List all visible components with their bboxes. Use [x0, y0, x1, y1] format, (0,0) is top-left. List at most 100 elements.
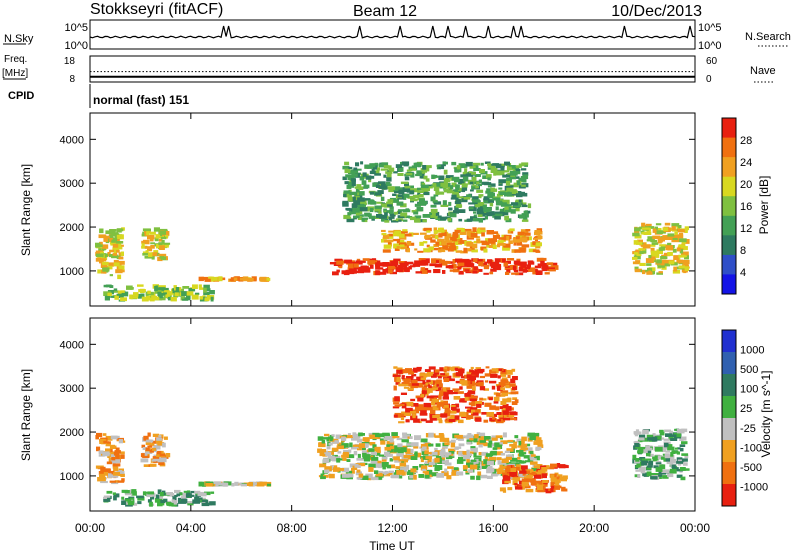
heatmap-cell	[439, 450, 446, 456]
heatmap-cell	[113, 288, 118, 291]
heatmap-cell	[111, 457, 116, 461]
heatmap-cell	[104, 295, 110, 301]
heatmap-cell	[430, 380, 439, 384]
heatmap-cell	[500, 165, 505, 171]
heatmap-cell	[130, 497, 134, 502]
heatmap-cell	[495, 384, 500, 387]
heatmap-cell	[681, 441, 688, 445]
heatmap-cell	[484, 215, 488, 220]
heatmap-cell	[471, 186, 476, 189]
heatmap-cell	[481, 452, 487, 455]
heatmap-cell	[478, 444, 483, 448]
heatmap-cell	[667, 446, 675, 451]
heatmap-cell	[114, 295, 119, 300]
heatmap-cell	[480, 162, 484, 166]
heatmap-cell	[400, 244, 405, 247]
heatmap-cell	[478, 465, 482, 470]
heatmap-cell	[492, 234, 501, 239]
colorbar-tick: 20	[740, 179, 752, 191]
heatmap-cell	[421, 468, 426, 471]
heatmap-cell	[510, 202, 519, 206]
heatmap-cell	[410, 448, 414, 454]
heatmap-cell	[358, 473, 364, 478]
heatmap-cell	[332, 467, 340, 472]
heatmap-cell	[662, 453, 667, 457]
heatmap-cell	[529, 450, 534, 455]
heatmap-cell	[650, 250, 658, 256]
heatmap-cell	[148, 492, 156, 497]
heatmap-cell	[402, 193, 410, 198]
heatmap-cell	[121, 500, 127, 505]
heatmap-cell	[96, 432, 103, 438]
colorbar-swatch	[722, 118, 736, 139]
heatmap-cell	[112, 237, 118, 242]
heatmap-cell	[521, 468, 526, 473]
heatmap-cell	[482, 175, 490, 179]
heatmap-cell	[438, 433, 444, 436]
heatmap-cell	[435, 211, 440, 216]
heatmap-cell	[353, 433, 361, 439]
heatmap-cell	[642, 429, 649, 435]
heatmap-cell	[502, 410, 509, 415]
heatmap-cell	[651, 242, 659, 245]
heatmap-cell	[121, 478, 125, 482]
heatmap-cell	[115, 447, 120, 452]
heatmap-cell	[496, 170, 505, 176]
heatmap-cell	[508, 240, 513, 244]
heatmap-cell	[409, 216, 416, 221]
heatmap-cell	[468, 459, 476, 465]
heatmap-cell	[386, 173, 392, 178]
heatmap-cell	[375, 265, 381, 270]
heatmap-cell	[542, 265, 547, 269]
heatmap-cell	[396, 201, 404, 206]
heatmap-cell	[650, 247, 655, 253]
heatmap-cell	[486, 467, 495, 473]
colorbar-tick: 100	[740, 384, 758, 396]
heatmap-cell	[103, 284, 109, 288]
heatmap-cell	[645, 445, 651, 450]
heatmap-cell	[519, 247, 526, 253]
heatmap-cell	[490, 450, 497, 456]
heatmap-cell	[164, 287, 169, 292]
heatmap-cell	[361, 180, 367, 185]
heatmap-cell	[522, 268, 527, 273]
heatmap-cell	[442, 200, 447, 206]
heatmap-cell	[466, 384, 475, 389]
heatmap-cell	[529, 435, 536, 441]
heatmap-cell	[103, 291, 111, 296]
heatmap-cell	[106, 490, 113, 494]
heatmap-cell	[537, 444, 544, 448]
heatmap-cell	[474, 434, 479, 439]
heatmap-cell	[331, 440, 339, 444]
heatmap-cell	[342, 457, 347, 461]
heatmap-cell	[649, 244, 656, 247]
heatmap-cell	[131, 489, 137, 494]
heatmap-cell	[108, 262, 114, 267]
heatmap-cell	[490, 268, 497, 272]
heatmap-cell	[683, 269, 687, 274]
heatmap-cell	[502, 199, 510, 204]
heatmap-cell	[488, 440, 493, 445]
heatmap-cell	[377, 433, 385, 436]
heatmap-cell	[210, 491, 215, 494]
heatmap-cell	[403, 215, 407, 219]
heatmap-cell	[667, 251, 673, 256]
heatmap-cell	[487, 443, 492, 448]
heatmap-cell	[117, 290, 123, 295]
heatmap-cell	[191, 294, 199, 300]
heatmap-cell	[357, 266, 364, 272]
heatmap-cell	[434, 369, 440, 373]
heatmap-cell	[451, 439, 456, 443]
heatmap-cell	[438, 233, 443, 238]
heatmap-cell	[463, 451, 467, 456]
heatmap-cell	[130, 287, 134, 290]
heatmap-cell	[505, 467, 513, 473]
heatmap-cell	[401, 161, 410, 166]
heatmap-cell	[159, 230, 166, 235]
heatmap-cell	[186, 291, 194, 296]
heatmap-cell	[432, 387, 439, 390]
heatmap-cell	[143, 239, 150, 245]
heatmap-cell	[441, 456, 446, 460]
heatmap-cell	[361, 260, 366, 263]
heatmap-cell	[434, 435, 442, 438]
